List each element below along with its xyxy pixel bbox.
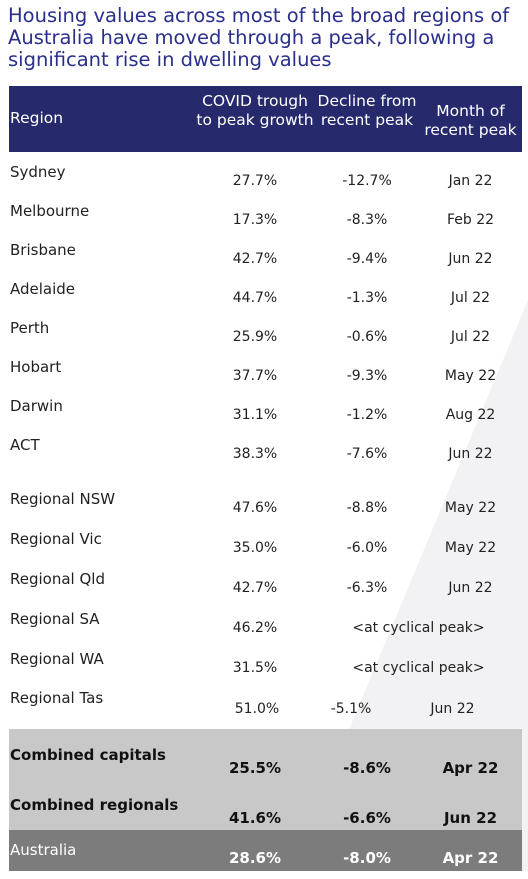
growth-value: 31.5% [232,660,278,676]
region-name: Regional NSW [10,490,116,508]
region-name: Regional Vic [10,530,102,548]
decline-value: -6.3% [346,580,388,596]
month-value: Jan 22 [448,173,493,189]
decline-value: -6.6% [343,809,391,827]
month-value: Aug 22 [445,407,496,423]
region-name: Regional WA [10,650,104,668]
month-value: Jun 22 [430,701,475,717]
month-value: Feb 22 [446,212,495,228]
region-name: Perth [10,319,50,337]
decline-value: -8.6% [343,759,391,777]
table-row: Combined capitals 25.5% -8.6% Apr 22 [9,746,522,784]
header-growth: COVID trough to peak growth [196,92,314,129]
region-name: Adelaide [10,280,76,298]
decline-value: -5.1% [330,701,372,717]
table-row: Sydney 27.7% -12.7% Jan 22 [9,163,522,201]
header-region: Region [10,109,64,127]
growth-value: 42.7% [232,580,278,596]
month-value: May 22 [444,540,497,556]
region-name: Regional SA [10,610,100,628]
region-name: Melbourne [10,202,90,220]
growth-value: 25.9% [232,329,278,345]
month-value: Apr 22 [442,759,499,777]
growth-value: 47.6% [232,500,278,516]
table-row: Adelaide 44.7% -1.3% Jul 22 [9,280,522,318]
growth-value: 41.6% [228,809,282,827]
decline-value: -12.7% [342,173,392,189]
decline-value: -7.6% [346,446,388,462]
table-row: Hobart 37.7% -9.3% May 22 [9,358,522,396]
decline-value: -1.3% [346,290,388,306]
decline-value: -6.0% [346,540,388,556]
month-value: May 22 [444,500,497,516]
table-row: Combined regionals 41.6% -6.6% Jun 22 [9,796,522,834]
region-name: ACT [10,436,40,454]
growth-value: 42.7% [232,251,278,267]
month-value: Jul 22 [450,290,491,306]
table-header: Region COVID trough to peak growth Decli… [9,86,522,152]
growth-value: 37.7% [232,368,278,384]
month-value: May 22 [444,368,497,384]
region-name: Combined regionals [10,796,179,814]
table-title: Housing values across most of the broad … [8,4,510,71]
peak-note: <at cyclical peak> [352,660,485,676]
decline-value: -9.3% [346,368,388,384]
growth-value: 25.5% [228,759,282,777]
table-row: Australia 28.6% -8.0% Apr 22 [9,841,522,879]
decline-value: -8.0% [343,849,391,867]
growth-value: 46.2% [232,620,278,636]
table-row: Melbourne 17.3% -8.3% Feb 22 [9,202,522,240]
table-row: Regional SA 46.2% <at cyclical peak> [9,610,522,648]
growth-value: 28.6% [228,849,282,867]
table-row: Regional Qld 42.7% -6.3% Jun 22 [9,570,522,608]
growth-value: 44.7% [232,290,278,306]
month-value: Apr 22 [442,849,499,867]
table-row: Regional Tas 51.0% -5.1% Jun 22 [9,689,522,727]
peak-note: <at cyclical peak> [352,620,485,636]
region-name: Regional Qld [10,570,105,588]
table-row: ACT 38.3% -7.6% Jun 22 [9,436,522,474]
region-name: Australia [10,841,77,859]
growth-value: 51.0% [234,701,280,717]
decline-value: -0.6% [346,329,388,345]
region-name: Brisbane [10,241,76,259]
table-row: Darwin 31.1% -1.2% Aug 22 [9,397,522,435]
region-name: Sydney [10,163,66,181]
table-row: Regional Vic 35.0% -6.0% May 22 [9,530,522,568]
australia-block [9,830,522,871]
decline-value: -8.8% [346,500,388,516]
month-value: Jun 22 [448,580,493,596]
growth-value: 35.0% [232,540,278,556]
table-row: Perth 25.9% -0.6% Jul 22 [9,319,522,357]
decline-value: -9.4% [346,251,388,267]
region-name: Combined capitals [10,746,166,764]
table-row: Brisbane 42.7% -9.4% Jun 22 [9,241,522,279]
region-name: Hobart [10,358,62,376]
table-row: Regional NSW 47.6% -8.8% May 22 [9,490,522,528]
month-value: Jun 22 [448,251,493,267]
growth-value: 38.3% [232,446,278,462]
region-name: Regional Tas [10,689,104,707]
month-value: Jun 22 [443,809,498,827]
month-value: Jun 22 [448,446,493,462]
table-row: Regional WA 31.5% <at cyclical peak> [9,650,522,688]
decline-value: -8.3% [346,212,388,228]
growth-value: 31.1% [232,407,278,423]
header-month: Month of recent peak [424,102,517,139]
region-name: Darwin [10,397,63,415]
header-decline: Decline from recent peak [317,92,417,129]
month-value: Jul 22 [450,329,491,345]
growth-value: 17.3% [232,212,278,228]
combined-block [9,729,522,830]
growth-value: 27.7% [232,173,278,189]
decline-value: -1.2% [346,407,388,423]
